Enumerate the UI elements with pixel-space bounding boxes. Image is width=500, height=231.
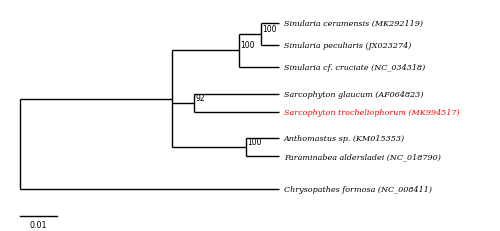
Text: Chrysopathes formosa (NC_008411): Chrysopathes formosa (NC_008411) (284, 185, 432, 194)
Text: 100: 100 (247, 137, 262, 146)
Text: Anthomastus sp. (KM015353): Anthomastus sp. (KM015353) (284, 135, 405, 143)
Text: Paraminabea aldersladei (NC_018790): Paraminabea aldersladei (NC_018790) (284, 152, 440, 160)
Text: Sinularia peculiaris (JX023274): Sinularia peculiaris (JX023274) (284, 42, 411, 50)
Text: Sinularia ceramensis (MK292119): Sinularia ceramensis (MK292119) (284, 20, 423, 27)
Text: Sarcophyton glaucum (AF064823): Sarcophyton glaucum (AF064823) (284, 90, 424, 98)
Text: 100: 100 (240, 41, 254, 50)
Text: Sinularia cf. cruciate (NC_034318): Sinularia cf. cruciate (NC_034318) (284, 64, 425, 72)
Text: 0.01: 0.01 (30, 220, 47, 229)
Text: Sarcophyton trocheliophorum (MK994517): Sarcophyton trocheliophorum (MK994517) (284, 108, 460, 116)
Text: 100: 100 (262, 24, 276, 33)
Text: 92: 92 (195, 93, 205, 102)
